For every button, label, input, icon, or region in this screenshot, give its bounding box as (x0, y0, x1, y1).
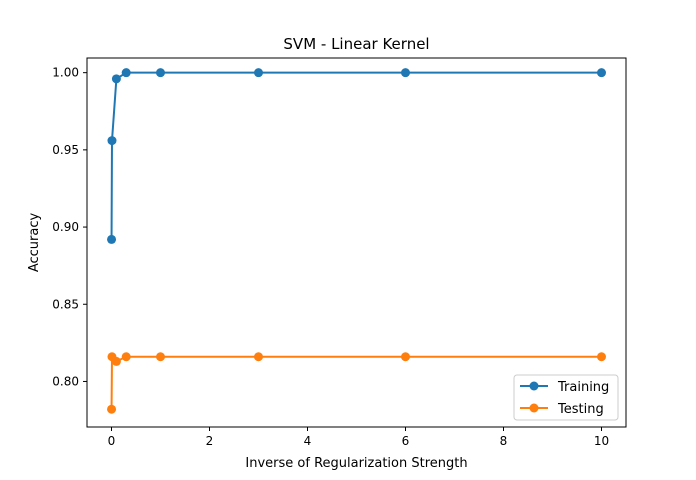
x-tick-label: 8 (500, 434, 508, 448)
legend-marker-training (529, 381, 539, 391)
data-point-training (107, 234, 117, 244)
x-tick-label: 6 (402, 434, 410, 448)
data-point-testing (156, 352, 165, 362)
data-point-training (597, 68, 606, 78)
chart-title: SVM - Linear Kernel (283, 35, 429, 53)
series-layer (107, 68, 606, 414)
legend-label-testing: Testing (557, 402, 604, 417)
y-tick-label: 0.80 (52, 374, 79, 388)
data-point-testing (121, 352, 131, 362)
x-tick-label: 4 (304, 434, 312, 448)
x-tick-label: 10 (594, 434, 609, 448)
y-axis-ticks: 0.80 0.85 0.90 0.95 1.00 (52, 66, 87, 388)
x-tick-label: 0 (108, 434, 116, 448)
legend-marker-testing (529, 403, 539, 413)
data-point-testing (401, 352, 410, 362)
legend: Training Testing (513, 374, 619, 421)
data-point-training (121, 68, 131, 78)
data-point-training (111, 74, 121, 84)
data-point-testing (111, 356, 121, 366)
data-point-training (107, 136, 117, 146)
data-point-testing (254, 352, 263, 362)
y-tick-label: 0.90 (52, 220, 79, 234)
data-point-training (156, 68, 165, 78)
data-point-training (254, 68, 263, 78)
data-point-testing (597, 352, 606, 362)
legend-label-training: Training (557, 380, 609, 395)
y-axis-label: Accuracy (27, 213, 42, 273)
data-point-training (401, 68, 410, 78)
y-tick-label: 0.85 (52, 297, 79, 311)
plot-frame (86, 57, 627, 428)
x-axis-label: Inverse of Regularization Strength (245, 456, 467, 471)
y-tick-label: 1.00 (52, 66, 79, 80)
x-tick-label: 2 (206, 434, 214, 448)
series-line-training (110, 71, 602, 240)
x-axis-ticks: 0 2 4 6 8 10 (108, 427, 609, 448)
plot-area (87, 58, 626, 427)
data-point-testing (107, 404, 117, 414)
y-tick-label: 0.95 (52, 143, 79, 157)
